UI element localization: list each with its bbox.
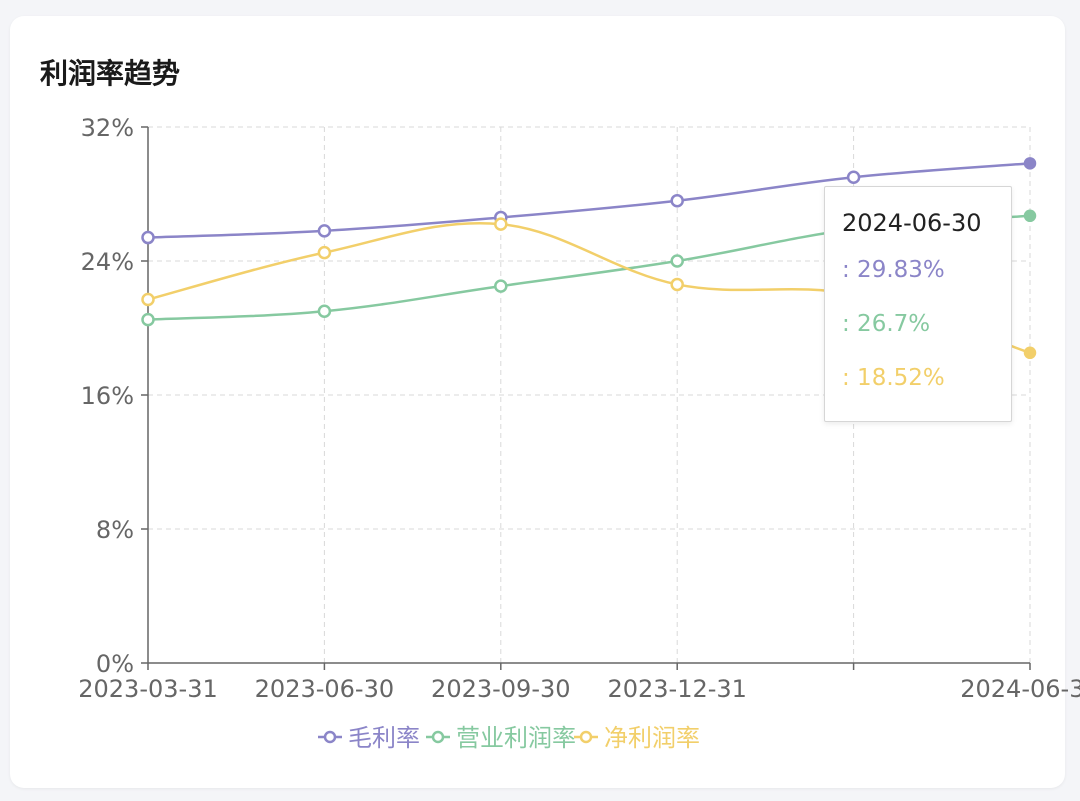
legend-item-0[interactable]: 毛利率 xyxy=(318,724,420,752)
series-line-0 xyxy=(147,162,1031,239)
x-tick-label: 2024-06-30 xyxy=(960,675,1080,703)
y-tick-label: 16% xyxy=(81,382,134,410)
data-point xyxy=(670,193,684,208)
tooltip-value-operating: : 26.7% xyxy=(842,311,931,337)
legend-label: 营业利润率 xyxy=(456,724,576,752)
x-tick-label: 2023-12-31 xyxy=(607,675,746,703)
data-point xyxy=(1023,346,1037,360)
y-tick-label: 0% xyxy=(96,650,134,678)
x-tick-label: 2023-06-30 xyxy=(255,675,394,703)
data-point xyxy=(141,312,155,327)
data-point xyxy=(670,277,684,292)
y-tick-label: 24% xyxy=(81,248,134,276)
x-tick-label: 2023-03-31 xyxy=(78,675,217,703)
legend-label: 毛利率 xyxy=(348,724,420,752)
legend-label: 净利润率 xyxy=(604,724,700,752)
data-point xyxy=(846,170,861,184)
data-point xyxy=(494,279,508,293)
data-point xyxy=(317,245,332,260)
legend-item-1[interactable]: 营业利润率 xyxy=(426,724,576,752)
legend-marker xyxy=(323,730,337,744)
data-point xyxy=(141,292,155,307)
legend-item-2[interactable]: 净利润率 xyxy=(574,724,700,752)
legend[interactable]: 毛利率 营业利润率 净利润率 xyxy=(318,724,700,752)
data-point xyxy=(317,304,332,318)
data-point xyxy=(317,224,332,238)
x-tick-label: 2023-09-30 xyxy=(431,675,570,703)
data-point xyxy=(670,254,684,268)
tooltip-date: 2024-06-30 xyxy=(842,209,982,237)
chart-tooltip: 2024-06-30 : 29.83% : 26.7% : 18.52% xyxy=(824,186,1012,422)
grid-lines xyxy=(148,126,1031,663)
y-tick-label: 8% xyxy=(96,516,134,544)
tooltip-value-net: : 18.52% xyxy=(842,365,945,391)
legend-marker xyxy=(431,730,445,744)
y-tick-label: 32% xyxy=(81,114,134,142)
data-point xyxy=(141,230,155,245)
axes: 0% 8% 16% 24% 32% 2023-03-31 2023-06-30 2023-09… xyxy=(78,114,1080,703)
data-point xyxy=(1023,209,1037,223)
data-point xyxy=(494,217,508,231)
card-title: 利润率趋势 xyxy=(40,57,181,90)
data-point xyxy=(1023,157,1037,170)
tooltip-value-gross: : 29.83% xyxy=(842,257,945,283)
legend-marker xyxy=(579,730,593,744)
